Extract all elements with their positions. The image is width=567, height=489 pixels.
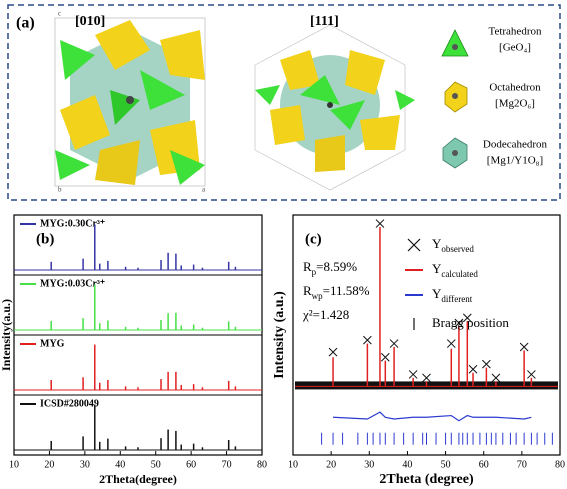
observed-cross [380,352,390,362]
observed-point [375,219,385,228]
legend-icons [441,29,469,169]
observed-cross [519,342,529,352]
legend-label: Ycalculated [432,261,478,279]
legend-name: Y [432,261,442,276]
x-axis-label: 2Theta (degree) [379,472,474,487]
panel-label: (a) [16,15,35,32]
annotation-text: R [303,259,312,274]
legend-sub: different [441,294,472,304]
panel-a-frame [7,4,561,201]
x-tick-label: 30 [364,459,374,470]
annotation-rest: =11.58% [323,283,370,298]
x-tick-label: 70 [222,459,232,470]
annotation-text: χ²=1.428 [302,307,349,322]
legend-sub: observed [441,244,474,254]
observed-point [408,370,418,379]
legend-sub: calculated [441,269,478,279]
observed-point [328,347,338,357]
observed-cross [468,364,478,374]
x-tick-label: 10 [288,459,298,470]
legend-formula: [Mg1/Y1O₈] [487,155,543,167]
y-axis-label: Intensity (a.u.) [272,291,287,379]
x-tick-label: 10 [9,459,19,470]
view-label: [111] [310,14,339,29]
difference-line [333,411,532,422]
observed-point [389,339,399,348]
x-tick-label: 20 [44,459,54,470]
annotation-sub: p [312,267,317,277]
y-axis-label: Intensity(a.u.) [0,299,13,371]
x-tick-label: 80 [257,459,267,470]
legend-name: Octahedron [489,82,541,94]
x-tick-label: 20 [326,459,336,470]
observed-cross [422,373,431,383]
observed-point [380,352,390,362]
observed-point [422,373,431,383]
legend-name: Tetrahedron [489,26,542,38]
legend-label: Ydifferent [432,286,473,304]
annotation-sub: wp [312,291,323,301]
x-tick-label: 80 [555,459,565,470]
fit-annotation: χ²=1.428 [302,307,349,322]
observed-point [491,373,501,383]
legend-label: Yobserved [432,236,474,254]
observed-cross [491,373,501,383]
observed-point [468,364,478,374]
legend-label: MYG [40,338,65,349]
panel-label: (b) [36,231,54,247]
observed-point [527,370,536,379]
plot-frame [292,214,561,456]
x-axis-label: 2Theta(degree) [99,472,177,486]
legend-cross [407,238,421,252]
structure-111 [254,24,415,191]
observed-point [454,318,464,328]
observed-cross [446,339,456,348]
fit-annotation: Rp=8.59% [303,259,357,277]
observed-cross [527,370,536,379]
view-label: [010] [75,14,105,29]
x-tick-label: 40 [115,459,125,470]
observed-cross [482,359,491,369]
observed-cross [389,339,399,348]
panel-label: (c) [305,231,322,247]
axis-letter: a [202,186,206,194]
legend-label: MYG:0.03Cr³⁺ [40,278,105,289]
observed-point [446,339,456,348]
observed-point [519,342,529,352]
x-tick-label: 40 [402,459,412,470]
observed-point [462,313,472,323]
observed-point [482,359,491,369]
axis-letter: c [58,10,61,18]
legend-name: Y [432,286,442,301]
annotation-rest: =8.59% [316,259,357,274]
observed-cross [375,219,385,228]
observed-cross [328,347,338,357]
fit-annotation: Rwp=11.58% [303,283,370,301]
x-tick-label: 60 [479,459,489,470]
legend-name: Y [432,236,442,251]
structure-010 [54,17,206,187]
x-tick-label: 50 [151,459,161,470]
x-tick-label: 60 [186,459,196,470]
observed-cross [408,370,418,379]
x-tick-label: 70 [517,459,527,470]
observed-cross [363,335,372,345]
legend-formula: [GeO₄] [499,42,531,54]
x-tick-label: 30 [80,459,90,470]
annotation-text: R [303,283,312,298]
observed-cross [462,313,472,323]
legend-label: MYG:0.30Cr³⁺ [40,218,105,229]
legend-name: Dodecahedron [483,139,548,151]
legend-label: ICSD#280049 [40,398,99,409]
legend-label: Bragg position [432,315,509,330]
axis-letter: b [58,186,62,194]
x-tick-label: 50 [441,459,451,470]
observed-point [363,335,372,345]
legend-formula: [Mg2O₆] [495,98,535,110]
observed-cross [454,318,464,328]
